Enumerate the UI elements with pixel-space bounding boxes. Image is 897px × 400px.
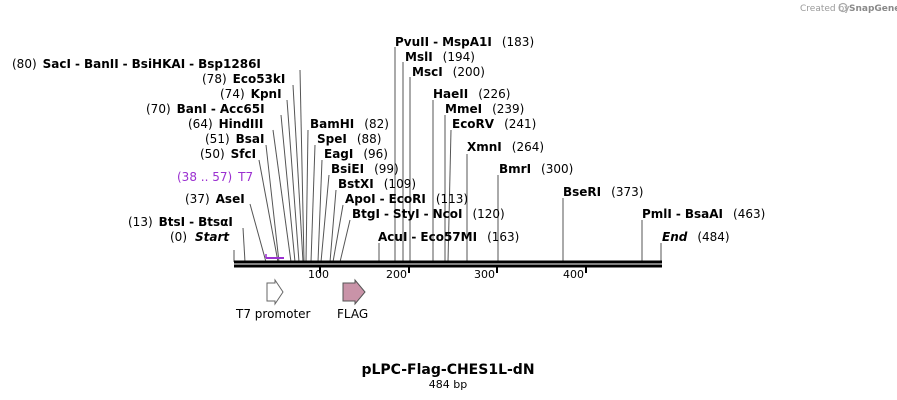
site-label-ncoI-group: BtgI - StyI - NcoI (120)	[352, 207, 505, 221]
site-label-eagI: EagI (96)	[324, 147, 388, 161]
feature-t7-promoter-arrow[interactable]	[266, 278, 284, 306]
site-labels-right: HaeII (226) MmeI (239) EcoRV (241) XmnI (264…	[433, 87, 765, 244]
leader-bamHI	[305, 129, 309, 263]
site-label-eco53kI: (78) Eco53kI	[202, 72, 285, 86]
leader-ncoI	[339, 219, 351, 263]
leader-speI	[310, 144, 316, 263]
site-label-mmeI: MmeI (239)	[445, 102, 524, 116]
site-label-pvuII-group: PvuII - MspA1I (183)	[395, 35, 534, 49]
site-label-bsaI: (51) BsaI	[205, 132, 265, 146]
ruler-label-300: 300	[474, 268, 495, 281]
site-labels-middle: BamHI (82) SpeI (88) EagI (96) BsiEI (99) Bs…	[310, 117, 505, 221]
leader-sacI	[299, 69, 305, 263]
site-label-btsI-group: (13) BtsI - BtsαI	[128, 215, 233, 229]
feature-label-flag: FLAG	[337, 307, 368, 321]
site-label-pmlI-group: PmlI - BsaAI (463)	[642, 207, 765, 221]
site-label-bstXI: BstXI (109)	[338, 177, 416, 191]
site-leader-lines	[233, 47, 662, 263]
credit-brand: SnapGene	[849, 4, 897, 14]
feature-flag-arrow[interactable]	[342, 278, 366, 306]
leader-sfcI	[258, 159, 279, 263]
leader-ecoRV	[447, 129, 452, 263]
leader-banI	[280, 114, 296, 263]
leader-btsI	[242, 227, 246, 263]
leader-eco53kI	[292, 84, 304, 263]
site-label-bamHI: BamHI (82)	[310, 117, 389, 131]
ruler-label-100: 100	[308, 268, 329, 281]
leader-hindIII	[272, 129, 292, 263]
ruler: 100 200 300 400	[308, 266, 587, 281]
site-label-bsiEI: BsiEI (99)	[331, 162, 399, 176]
site-label-ecoRV: EcoRV (241)	[452, 117, 536, 131]
site-labels-upper: PvuII - MspA1I (183) MslI (194) MscI (200) Ac…	[378, 35, 534, 244]
leader-eagI	[317, 159, 323, 263]
ruler-label-200: 200	[386, 268, 407, 281]
sequence-length: 484 bp	[429, 378, 467, 391]
site-label-bmrI: BmrI (300)	[499, 162, 573, 176]
credit-prefix: Created by	[800, 4, 850, 14]
site-label-kpnI: (74) KpnI	[220, 87, 282, 101]
site-label-hindIII: (64) HindIII	[188, 117, 263, 131]
site-label-bseRI: BseRI (373)	[563, 185, 643, 199]
sequence-backbone	[234, 260, 662, 268]
leader-bsiEI	[320, 174, 330, 263]
site-label-mslI: MslI (194)	[405, 50, 475, 64]
site-label-start: (0) Start	[170, 230, 230, 244]
snapgene-credit: Created by SnapGene	[800, 2, 897, 14]
ruler-label-400: 400	[563, 268, 584, 281]
site-label-end: End (484)	[662, 230, 730, 244]
leader-kpnI	[286, 99, 300, 263]
snapgene-logo-icon	[838, 2, 848, 13]
site-label-banI-group: (70) BanI - Acc65I	[146, 102, 265, 116]
site-label-sfcI: (50) SfcI	[200, 147, 256, 161]
feature-label-t7-promoter: T7 promoter	[235, 307, 311, 321]
leader-aseI	[249, 203, 267, 263]
leader-bsaI	[265, 144, 280, 263]
site-label-speI: SpeI (88)	[317, 132, 381, 146]
sequence-title: pLPC-Flag-CHES1L-dN	[361, 362, 534, 378]
site-label-acuI-group: AcuI - Eco57MI (163)	[378, 230, 519, 244]
site-label-aseI: (37) AseI	[185, 192, 245, 206]
site-label-xmnI: XmnI (264)	[467, 140, 544, 154]
site-label-sacI-group: (80) SacI - BanII - BsiHKAI - Bsp1286I	[12, 57, 261, 71]
site-label-mscI: MscI (200)	[412, 65, 485, 79]
leader-ecoRI	[332, 204, 344, 263]
features: T7 promoter FLAG	[235, 278, 368, 321]
site-label-ecoRI-group: ApoI - EcoRI (113)	[345, 192, 468, 206]
site-labels-left: (80) SacI - BanII - BsiHKAI - Bsp1286I (78) Eco5…	[12, 57, 285, 244]
primer-label-t7[interactable]: (38 .. 57) T7	[177, 170, 253, 184]
site-label-haeII: HaeII (226)	[433, 87, 511, 101]
leader-bstXI	[329, 189, 337, 263]
